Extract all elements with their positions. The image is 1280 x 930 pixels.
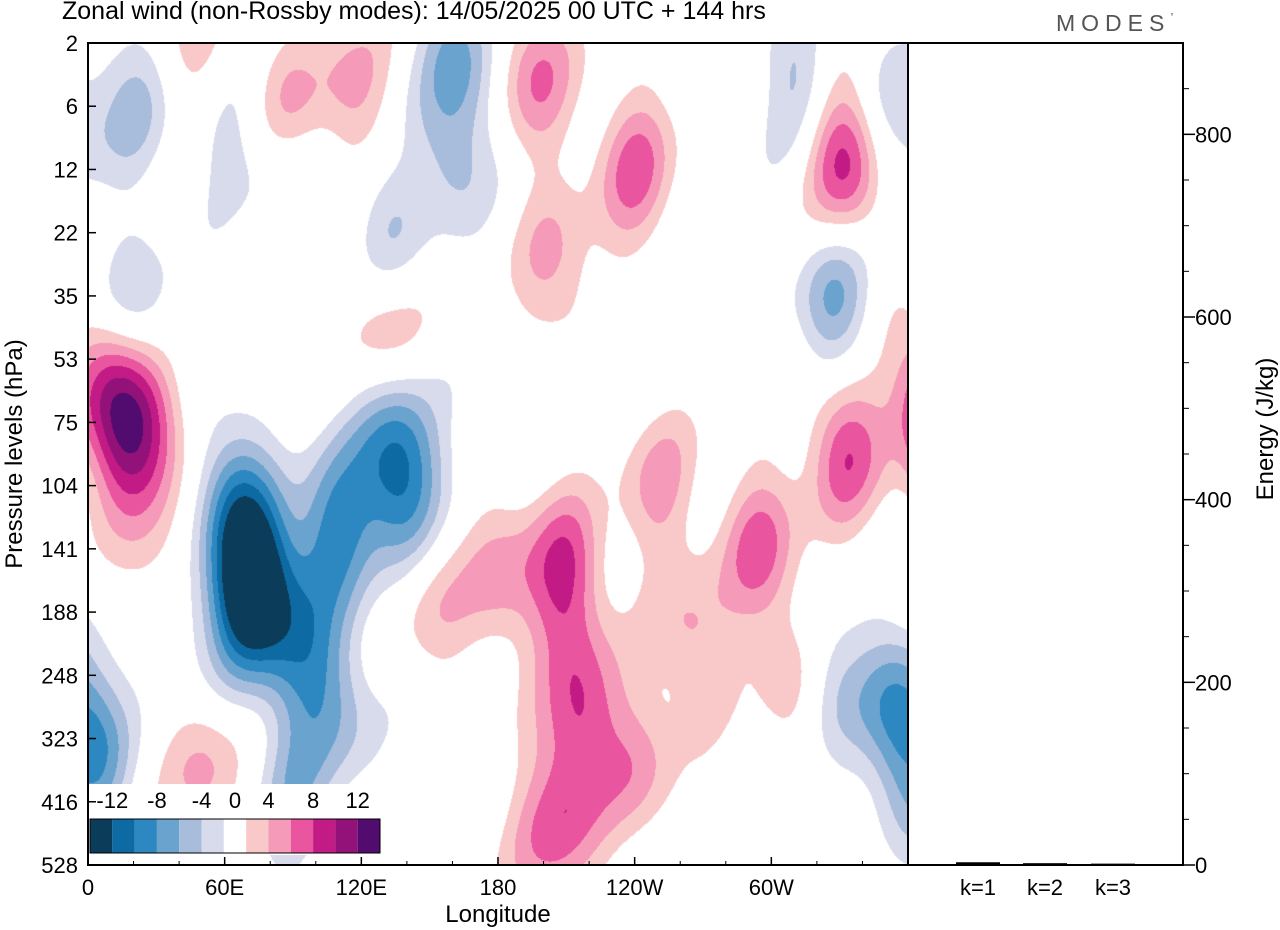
colorbar-swatch xyxy=(335,819,358,853)
energy-y-axis-title: Energy (J/kg) xyxy=(1252,358,1279,501)
energy-y-tick-label: 0 xyxy=(1195,853,1207,878)
energy-bar xyxy=(956,862,1000,865)
y-tick-label: 323 xyxy=(41,727,78,752)
colorbar-swatch xyxy=(90,819,113,853)
y-tick-label: 248 xyxy=(41,663,78,688)
colorbar-swatch xyxy=(112,819,135,853)
energy-x-tick-label: k=1 xyxy=(960,875,996,900)
colorbar-label: -8 xyxy=(147,788,167,813)
y-tick-label: 416 xyxy=(41,790,78,815)
energy-bar xyxy=(1023,863,1067,865)
energy-bar-panel: 0 200 400 600 800 k=1 k=2 k=3 Energy (J/kg) xyxy=(907,42,1279,900)
chart-title: Zonal wind (non-Rossby modes): 14/05/202… xyxy=(62,0,766,25)
y-tick-label: 53 xyxy=(54,347,78,372)
colorbar-swatch xyxy=(290,819,314,853)
x-tick-label: 120W xyxy=(606,875,664,900)
colorbar-swatch xyxy=(357,819,380,853)
heatmap-plot xyxy=(88,43,908,865)
colorbar-swatch xyxy=(179,819,202,853)
colorbar-swatch xyxy=(246,819,269,853)
colorbar-label: -4 xyxy=(192,788,212,813)
colorbar-label: 8 xyxy=(307,788,319,813)
y-tick-label: 104 xyxy=(41,474,78,499)
x-tick-label: 120E xyxy=(336,875,387,900)
colorbar-swatch xyxy=(134,819,157,853)
colorbar-label: -12 xyxy=(96,788,128,813)
colorbar-swatch xyxy=(313,819,336,853)
x-axis-title: Longitude xyxy=(445,901,550,928)
y-tick-label: 188 xyxy=(41,600,78,625)
energy-y-tick-label: 200 xyxy=(1195,670,1232,695)
energy-plot-frame xyxy=(907,42,1184,866)
y-tick-label: 35 xyxy=(54,284,78,309)
colorbar-label: 0 xyxy=(229,788,241,813)
energy-y-tick-label: 600 xyxy=(1195,305,1232,330)
colorbar-swatch xyxy=(201,819,224,853)
x-tick-label: 180 xyxy=(480,875,517,900)
brand-text: MODES xyxy=(1056,10,1171,36)
x-tick-label: 60W xyxy=(749,875,794,900)
y-tick-label: 22 xyxy=(54,221,78,246)
colorbar-swatch xyxy=(268,819,291,853)
y-tick-label: 528 xyxy=(41,853,78,878)
energy-x-tick-label: k=2 xyxy=(1027,875,1063,900)
y-tick-label: 75 xyxy=(54,410,78,435)
x-tick-label: 0 xyxy=(82,875,94,900)
y-tick-label: 141 xyxy=(41,537,78,562)
colorbar-swatch xyxy=(156,819,180,853)
y-tick-label: 2 xyxy=(66,31,78,56)
y-axis-title: Pressure levels (hPa) xyxy=(1,339,28,568)
colorbar-swatch xyxy=(223,819,247,853)
colorbar: -12 -8 -4 0 4 8 12 xyxy=(88,784,382,855)
brand-logo: MODES° xyxy=(1056,10,1174,36)
y-tick-label: 6 xyxy=(66,94,78,119)
energy-y-tick-label: 400 xyxy=(1195,488,1232,513)
colorbar-label: 4 xyxy=(262,788,274,813)
energy-y-tick-label: 800 xyxy=(1195,122,1232,147)
colorbar-label: 12 xyxy=(345,788,369,813)
energy-bar xyxy=(1091,863,1135,866)
y-tick-label: 12 xyxy=(54,157,78,182)
energy-x-tick-label: k=3 xyxy=(1095,875,1131,900)
zonal-wind-field xyxy=(88,43,908,865)
x-tick-label: 60E xyxy=(205,875,244,900)
colorbar-frame xyxy=(89,818,381,854)
